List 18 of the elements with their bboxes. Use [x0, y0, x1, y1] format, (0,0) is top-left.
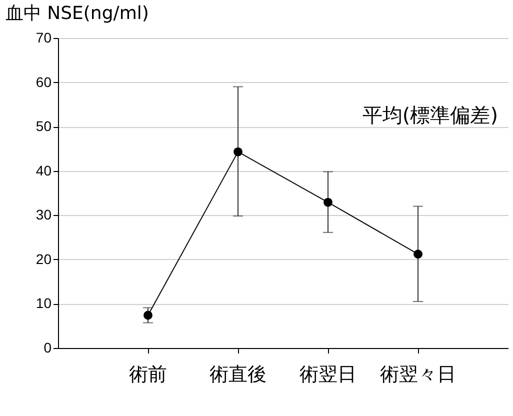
annotation: 平均(標準偏差): [362, 103, 498, 127]
y-tick-label: 50: [36, 118, 52, 134]
point: [234, 147, 242, 156]
y-tick-label: 0: [44, 340, 52, 356]
x-tick-label: 術翌日: [300, 364, 356, 386]
y-tick-label: 60: [36, 74, 52, 90]
point: [324, 198, 332, 207]
x-tick-label: 術翌々日: [380, 364, 456, 386]
y-tick-label: 10: [36, 295, 52, 312]
chart-title: 血中 NSE(ng/ml): [5, 3, 149, 24]
point: [144, 310, 152, 320]
y-tick-label: 40: [36, 162, 52, 178]
x-tick-label: 術直後: [210, 364, 266, 386]
point: [414, 250, 422, 259]
y-tick-label: 20: [36, 250, 52, 267]
x-tick-label: 術前: [129, 364, 167, 386]
y-tick-label: 30: [36, 206, 52, 223]
y-tick-label: 70: [36, 30, 52, 46]
